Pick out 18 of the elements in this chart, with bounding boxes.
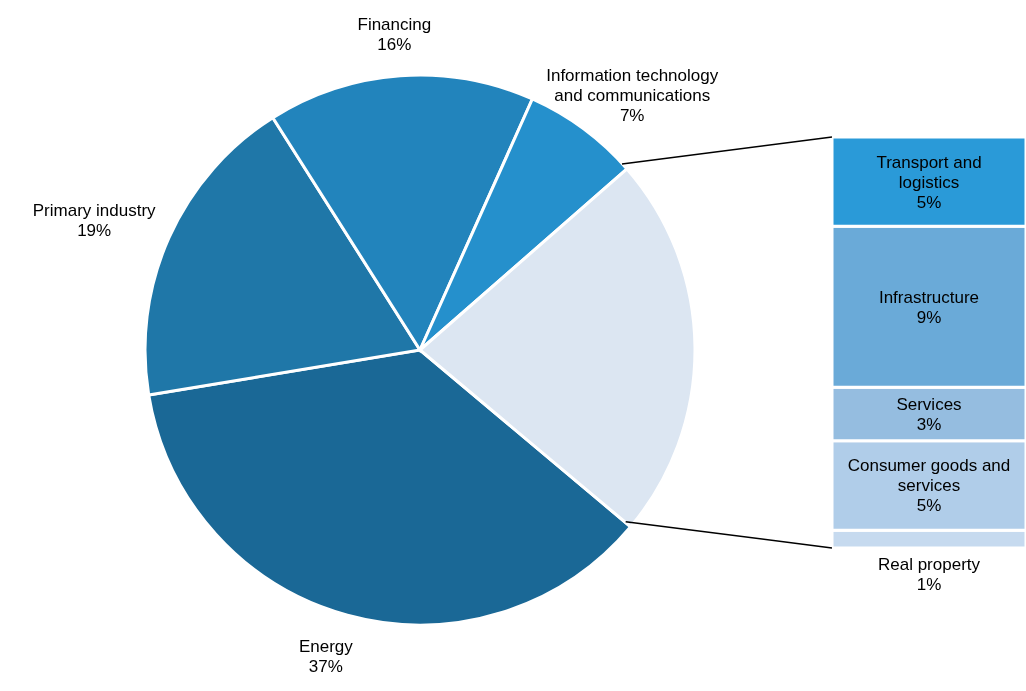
data-label: 19% (77, 220, 112, 240)
data-label: 5% (916, 192, 942, 212)
slice-label: Energy (298, 636, 354, 656)
data-label: 7% (619, 105, 645, 125)
data-label: 1% (916, 574, 942, 594)
series-label: Infrastructure (878, 287, 980, 307)
data-label: 9% (916, 307, 942, 327)
data-label: 37% (308, 656, 343, 676)
data-label: 16% (377, 34, 412, 54)
series-label: Consumer goods and services (847, 455, 1011, 495)
series-label: Real property (877, 554, 981, 574)
slice-label: Primary industry (32, 200, 157, 220)
slice-label: Financing (357, 14, 432, 34)
slice-label: Information technology and communications (546, 65, 719, 105)
data-label: 3% (916, 414, 942, 434)
series-label: Transport and logistics (876, 152, 982, 192)
series-label: Services (896, 394, 962, 414)
data-label: 5% (916, 495, 942, 515)
